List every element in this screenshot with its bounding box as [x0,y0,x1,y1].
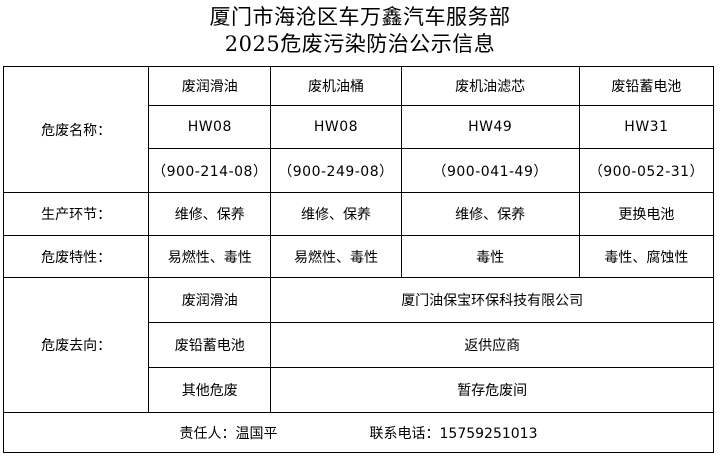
contact-phone-text: 联系电话：15759251013 [369,425,538,442]
waste-name-0: 废润滑油 [148,66,272,106]
property-1: 易燃性、毒性 [270,235,402,278]
waste-code-2: （900-041-49） [400,148,580,193]
property-3: 毒性、腐蚀性 [578,235,715,278]
title-line-2: 2025危废污染防治公示信息 [224,32,496,56]
row-label-destination: 危废去向： [2,277,150,413]
stage-2: 维修、保养 [400,192,580,236]
waste-name-3: 废铅蓄电池 [578,66,715,106]
hw-code-0: HW08 [148,105,272,149]
destination-item-2: 其他危废 [148,367,272,413]
hw-code-1: HW08 [270,105,402,149]
waste-name-1: 废机油桶 [270,66,402,106]
stage-1: 维修、保养 [270,192,402,236]
property-2: 毒性 [400,235,580,278]
table-row-production-stage: 生产环节： 维修、保养 维修、保养 维修、保养 更换电池 [2,192,715,236]
responsible-person-text: 责任人：温国平 [179,425,278,442]
table-row-destination-1: 废铅蓄电池 返供应商 [4,322,714,368]
table-row-destination-0: 危废去向： 废润滑油 厦门油保宝环保科技有限公司 [2,277,714,413]
table-row-footer-contact: 责任人：温国平 联系电话：15759251013 [3,412,714,453]
page-title: 厦门市海沧区车万鑫汽车服务部 2025危废污染防治公示信息 [0,4,720,58]
row-label-stage: 生产环节： [2,192,150,236]
row-label-name: 危废名称： [2,66,150,193]
waste-code-3: （900-052-31） [578,148,715,193]
property-0: 易燃性、毒性 [148,235,272,278]
table-row-waste-property: 危废特性： 易燃性、毒性 易燃性、毒性 毒性 毒性、腐蚀性 [2,235,715,278]
table-row-waste-codes: （900-214-08） （900-249-08） （900-041-49） （… [4,148,715,193]
stage-0: 维修、保养 [148,192,272,236]
hw-code-3: HW31 [578,105,715,149]
destination-target-2: 暂存危废间 [270,367,714,413]
destination-item-0: 废润滑油 [148,277,272,323]
waste-name-2: 废机油滤芯 [400,66,580,106]
waste-code-0: （900-214-08） [148,148,272,193]
title-line-1: 厦门市海沧区车万鑫汽车服务部 [209,5,511,29]
row-label-property: 危废特性： [2,235,150,278]
table-row-hw-codes: HW08 HW08 HW49 HW31 [4,105,715,149]
table-row-waste-names: 危废名称： 废润滑油 废机油桶 废机油滤芯 废铅蓄电池 [2,66,715,193]
destination-target-1: 返供应商 [270,322,714,368]
stage-3: 更换电池 [578,192,715,236]
hw-code-2: HW49 [400,105,580,149]
destination-item-1: 废铅蓄电池 [148,322,272,368]
footer-contact-cell: 责任人：温国平 联系电话：15759251013 [3,412,714,453]
destination-target-0: 厦门油保宝环保科技有限公司 [270,277,714,323]
waste-code-1: （900-249-08） [270,148,402,193]
hazardous-waste-table: 危废名称： 废润滑油 废机油桶 废机油滤芯 废铅蓄电池 HW08 HW08 HW… [2,66,715,453]
table-row-destination-2: 其他危废 暂存危废间 [4,367,714,413]
